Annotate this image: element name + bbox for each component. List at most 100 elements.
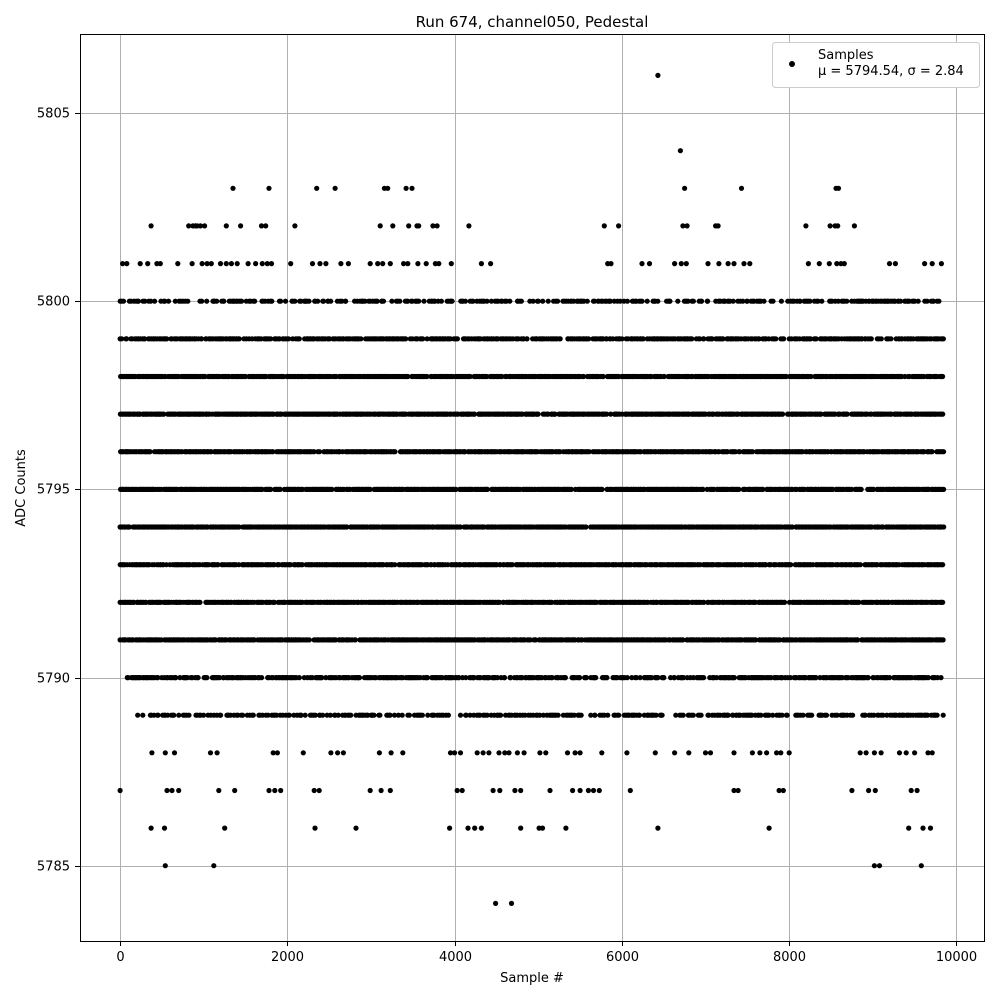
data-point	[306, 298, 312, 304]
data-point	[420, 336, 426, 342]
data-point	[878, 336, 884, 342]
data-point	[416, 298, 422, 304]
data-point	[941, 486, 947, 492]
data-point	[389, 298, 395, 304]
data-point	[296, 336, 302, 342]
data-point	[667, 298, 673, 304]
data-point	[185, 298, 191, 304]
data-point	[770, 298, 776, 304]
data-point	[462, 298, 468, 304]
data-point	[689, 336, 695, 342]
data-point	[403, 336, 409, 342]
data-point	[690, 298, 697, 304]
data-point	[930, 298, 937, 304]
data-point	[730, 298, 736, 304]
data-point	[470, 298, 476, 304]
data-point	[135, 298, 141, 304]
data-point	[819, 298, 825, 304]
data-point	[788, 562, 794, 568]
data-point	[756, 336, 762, 342]
data-point	[815, 298, 821, 304]
data-point	[152, 298, 158, 304]
data-point	[940, 336, 947, 342]
data-point	[709, 336, 715, 342]
data-point	[644, 298, 650, 304]
data-point	[165, 298, 172, 304]
data-point	[315, 298, 321, 304]
data-point	[599, 486, 605, 492]
data-point	[808, 336, 814, 342]
data-point	[807, 298, 813, 304]
data-point	[424, 373, 430, 380]
data-point	[897, 298, 904, 304]
data-point	[868, 336, 874, 342]
data-point	[639, 298, 645, 304]
data-point	[555, 298, 561, 304]
data-point	[749, 449, 756, 455]
data-point	[619, 336, 625, 342]
data-points	[117, 72, 947, 907]
data-point	[518, 298, 525, 304]
data-point	[471, 411, 477, 417]
data-point	[339, 298, 345, 304]
data-point	[282, 298, 289, 304]
data-point	[929, 449, 935, 455]
data-point	[697, 336, 703, 342]
data-point	[484, 298, 490, 304]
data-point	[720, 336, 726, 342]
data-point	[488, 298, 494, 304]
data-point	[675, 298, 681, 304]
data-point	[781, 336, 787, 342]
data-point	[199, 298, 205, 304]
data-point	[797, 298, 803, 304]
data-point	[424, 336, 430, 342]
data-point	[586, 336, 592, 342]
data-point	[286, 336, 292, 342]
data-point	[172, 298, 178, 304]
data-point	[438, 298, 444, 304]
data-point	[142, 336, 148, 342]
data-point	[268, 336, 274, 342]
data-point	[524, 336, 530, 342]
data-point	[530, 298, 536, 304]
data-point	[940, 373, 946, 380]
data-point	[454, 336, 460, 342]
data-point	[701, 336, 707, 342]
data-point	[940, 411, 946, 417]
data-point	[737, 449, 743, 455]
data-point	[507, 298, 513, 304]
data-point	[835, 298, 841, 304]
data-point	[535, 411, 541, 417]
data-point	[269, 298, 275, 304]
data-point	[586, 449, 592, 455]
data-point	[773, 336, 779, 342]
data-point	[740, 298, 746, 304]
data-point	[197, 599, 203, 605]
data-point	[317, 449, 323, 455]
data-point	[358, 336, 364, 342]
data-point	[780, 411, 786, 417]
data-point	[761, 298, 767, 304]
data-point	[661, 373, 667, 380]
data-point	[162, 298, 168, 304]
data-point	[328, 298, 334, 304]
data-point	[204, 298, 210, 304]
data-point	[142, 298, 148, 304]
data-point	[397, 298, 403, 304]
data-point	[239, 298, 245, 304]
data-point	[604, 411, 610, 417]
data-point	[936, 298, 942, 304]
data-point	[161, 411, 167, 417]
data-point	[600, 373, 606, 380]
chart-title: Run 674, channel050, Pedestal	[416, 13, 649, 31]
data-point	[311, 449, 317, 455]
data-point	[198, 336, 205, 342]
data-point	[941, 524, 947, 530]
data-point	[270, 449, 276, 455]
data-point	[321, 298, 327, 304]
data-point	[449, 298, 455, 304]
data-point	[699, 298, 705, 304]
data-point	[607, 298, 614, 304]
data-point	[392, 449, 398, 455]
data-point	[380, 298, 387, 304]
